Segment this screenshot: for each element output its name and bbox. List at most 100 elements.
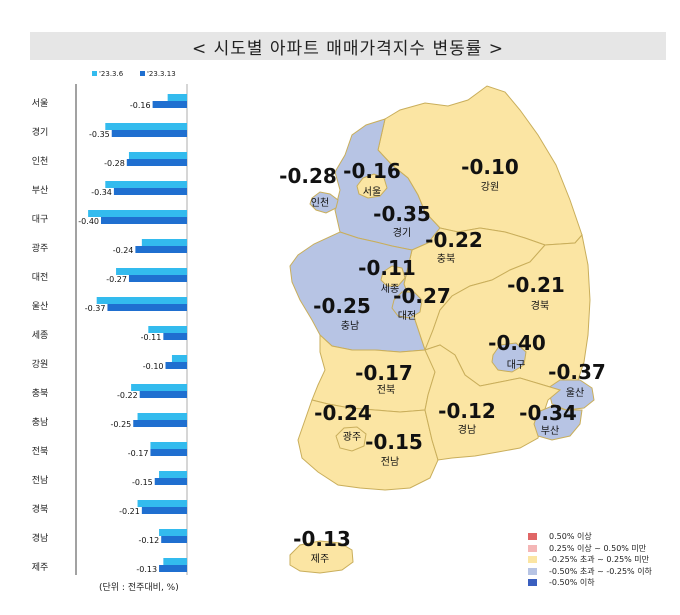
page-title: < 시도별 아파트 매매가격지수 변동률 > [191, 38, 505, 59]
bar-prev [141, 239, 187, 246]
bar-prev [131, 384, 187, 391]
bar-prev [116, 268, 187, 275]
bar-curr [159, 565, 187, 572]
region-name-jeju: 제주 [311, 553, 329, 565]
region-value-gyeonggi: -0.35 [373, 202, 431, 226]
legend-label-2: '23.3.13 [147, 70, 176, 78]
region-name-gwangju: 광주 [343, 431, 361, 443]
region-name-daegu: 대구 [507, 359, 525, 371]
region-name-ulsan: 울산 [566, 387, 584, 399]
category-label: 충북 [32, 388, 49, 399]
region-gwangju [335, 426, 367, 452]
category-label: 울산 [32, 301, 49, 312]
bar-curr [165, 362, 187, 369]
region-name-chungbuk: 충북 [437, 253, 455, 265]
map-legend-item: -0.50% 초과 ~ -0.25% 이하 [528, 566, 678, 578]
region-value-chungbuk: -0.22 [425, 228, 483, 252]
value-label: -0.40 [78, 217, 99, 226]
bar-prev [159, 471, 187, 478]
region-seoul [356, 173, 388, 199]
value-label: -0.12 [138, 536, 159, 545]
category-label: 서울 [32, 98, 49, 109]
bar-prev [96, 297, 187, 304]
bar-prev [137, 413, 187, 420]
region-name-gyeongbuk: 경북 [531, 299, 549, 312]
value-label: -0.21 [119, 507, 140, 516]
map-legend-item: 0.50% 이상 [528, 531, 678, 543]
region-value-jeonbuk: -0.17 [355, 361, 413, 385]
category-label: 대전 [32, 272, 49, 283]
map-legend-label: -0.25% 초과 ~ 0.25% 미만 [549, 555, 650, 565]
region-value-seoul: -0.16 [343, 159, 401, 183]
region-value-incheon: -0.28 [279, 164, 337, 188]
category-label: 대구 [32, 214, 49, 225]
bar-prev [105, 123, 187, 130]
region-daegu [491, 342, 527, 373]
region-name-chungnam: 충남 [341, 320, 359, 332]
legend-label-1: '23.3.6 [99, 70, 124, 78]
bar-curr [152, 101, 187, 108]
map-legend-label: 0.50% 이상 [549, 532, 592, 542]
bar-curr [135, 246, 187, 253]
region-name-seoul: 서울 [363, 186, 381, 198]
bar-curr [126, 159, 187, 166]
value-label: -0.17 [128, 449, 149, 458]
bar-curr [111, 130, 187, 137]
title-bar: < 시도별 아파트 매매가격지수 변동률 > [30, 32, 666, 60]
bar-chart: '23.3.6 '23.3.13 서울 -0.16 경기 -0.35 인천 -0.28 부산 -0… [32, 70, 188, 575]
value-label: -0.24 [113, 246, 134, 255]
bar-curr [154, 478, 187, 485]
category-label: 전남 [32, 475, 49, 486]
bar-curr [101, 217, 187, 224]
region-name-jeonbuk: 전북 [377, 384, 395, 396]
region-jeonnam [297, 399, 439, 491]
value-label: -0.11 [141, 333, 162, 342]
region-busan [533, 405, 583, 441]
bar-curr [113, 188, 187, 195]
region-name-incheon: 인천 [311, 197, 329, 209]
bar-curr [107, 304, 187, 311]
map-legend-swatch [528, 533, 537, 541]
map-legend-item: -0.25% 초과 ~ 0.25% 미만 [528, 554, 678, 566]
category-label: 인천 [32, 156, 49, 167]
region-name-gyeongnam: 경남 [458, 423, 476, 436]
region-sejong [380, 265, 406, 287]
legend-swatch-1 [92, 71, 97, 76]
category-label: 경북 [32, 503, 49, 515]
region-value-daegu: -0.40 [488, 331, 546, 355]
category-label: 부산 [32, 185, 49, 196]
value-label: -0.13 [136, 565, 157, 574]
bar-prev [128, 152, 187, 159]
category-label: 충남 [32, 417, 49, 428]
region-value-gangwon: -0.10 [461, 155, 519, 179]
map-legend-label: -0.50% 이하 [549, 578, 595, 588]
region-jeju [289, 540, 354, 574]
map-legend-item: -0.50% 이하 [528, 577, 678, 589]
bar-prev [150, 442, 187, 449]
bar-prev [148, 326, 187, 333]
region-value-gyeongbuk: -0.21 [507, 273, 565, 297]
region-daejeon [391, 291, 423, 319]
bar-prev [171, 355, 187, 362]
region-name-jeonnam: 전남 [381, 456, 399, 468]
unit-note: (단위 : 전주대비, %) [99, 583, 179, 593]
map-legend: 0.50% 이상 0.25% 이상 ~ 0.50% 미만 -0.25% 초과 ~ 0… [528, 531, 678, 589]
bar-curr [150, 449, 187, 456]
value-label: -0.27 [106, 275, 127, 284]
region-name-busan: 부산 [541, 425, 559, 437]
value-label: -0.35 [89, 130, 110, 139]
bar-prev [159, 529, 187, 536]
region-value-gwangju: -0.24 [314, 401, 372, 425]
region-name-gangwon: 강원 [481, 181, 499, 193]
region-incheon [309, 191, 339, 214]
map-legend-label: -0.50% 초과 ~ -0.25% 이하 [549, 566, 652, 576]
category-label: 경남 [32, 532, 49, 544]
bar-curr [163, 333, 187, 340]
bar-curr [141, 507, 187, 514]
legend-swatch-2 [140, 71, 145, 76]
bar-curr [139, 391, 187, 398]
bar-prev [163, 558, 187, 565]
bar-prev [137, 500, 187, 507]
